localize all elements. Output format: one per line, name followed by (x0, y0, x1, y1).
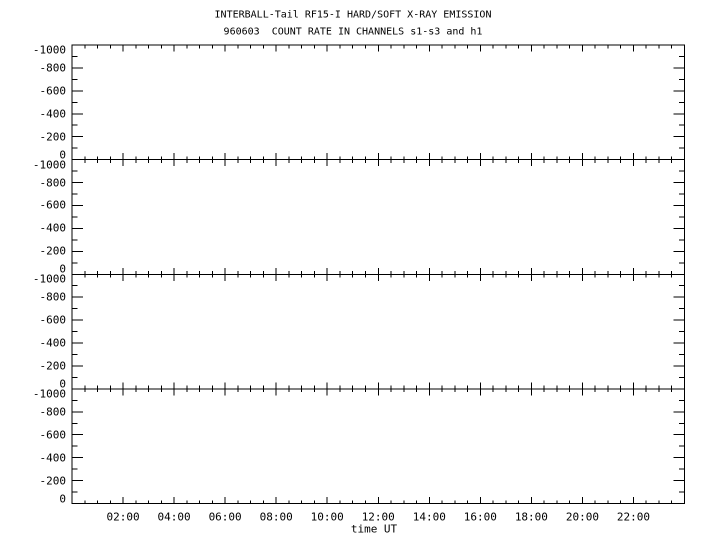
y-tick-label: -600 (39, 313, 67, 327)
y-tick-label: 0 (59, 148, 66, 162)
y-tick-label: -800 (39, 290, 67, 304)
panel-box-s2 (71, 159, 685, 275)
y-tick-label: -200 (39, 359, 67, 373)
y-tick-label: -600 (39, 198, 67, 212)
chart-title: INTERBALL-Tail RF15-I HARD/SOFT X-RAY EM… (214, 9, 492, 21)
y-tick-label: -400 (39, 336, 67, 350)
panel-box-h1 (71, 388, 685, 504)
y-tick-label: -1000 (32, 387, 66, 401)
y-tick-label: -800 (39, 405, 67, 419)
y-tick-label: -200 (39, 244, 67, 258)
y-tick-label: 0 (59, 377, 66, 391)
y-tick-label: -800 (39, 61, 67, 75)
y-tick-label: -600 (39, 84, 67, 98)
y-tick-label: -400 (39, 221, 67, 235)
panel-box-s1 (71, 44, 685, 161)
y-tick-label: -1000 (32, 43, 66, 57)
y-tick-label: -200 (39, 130, 67, 144)
y-tick-label: -1000 (32, 158, 66, 172)
y-tick-label: -200 (39, 474, 67, 488)
x-tick-label: 14:00 (412, 510, 446, 524)
x-tick-label: 02:00 (106, 510, 140, 524)
y-tick-label: 0 (59, 492, 66, 505)
x-tick-label: 04:00 (157, 510, 191, 524)
y-tick-label: -400 (39, 451, 67, 465)
x-tick-label: 08:00 (259, 510, 293, 524)
y-tick-label: -1000 (32, 272, 66, 286)
x-tick-label: 12:00 (361, 510, 395, 524)
x-tick-label: 20:00 (565, 510, 599, 524)
y-tick-label: -800 (39, 176, 67, 190)
panel-box-s3 (71, 273, 685, 390)
y-tick-label: -600 (39, 428, 67, 442)
x-tick-label: 06:00 (208, 510, 242, 524)
x-tick-label: 22:00 (616, 510, 651, 524)
x-tick-label: 18:00 (514, 510, 548, 524)
chart-subtitle: 960603 COUNT RATE IN CHANNELS s1-s3 and … (223, 26, 483, 38)
x-axis-title: time UT (350, 522, 398, 536)
y-tick-label: -400 (39, 107, 67, 121)
y-tick-label: 0 (59, 262, 66, 276)
x-tick-label: 16:00 (463, 510, 497, 524)
x-tick-label: 10:00 (310, 510, 344, 524)
